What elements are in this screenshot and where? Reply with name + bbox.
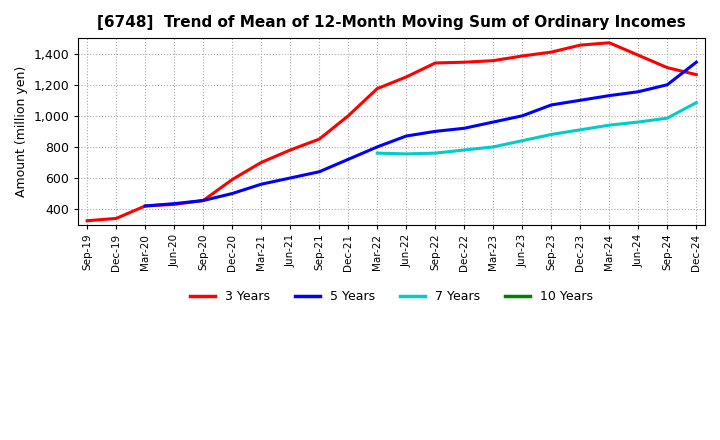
Title: [6748]  Trend of Mean of 12-Month Moving Sum of Ordinary Incomes: [6748] Trend of Mean of 12-Month Moving … xyxy=(97,15,686,30)
Legend: 3 Years, 5 Years, 7 Years, 10 Years: 3 Years, 5 Years, 7 Years, 10 Years xyxy=(185,285,598,308)
Y-axis label: Amount (million yen): Amount (million yen) xyxy=(15,66,28,197)
